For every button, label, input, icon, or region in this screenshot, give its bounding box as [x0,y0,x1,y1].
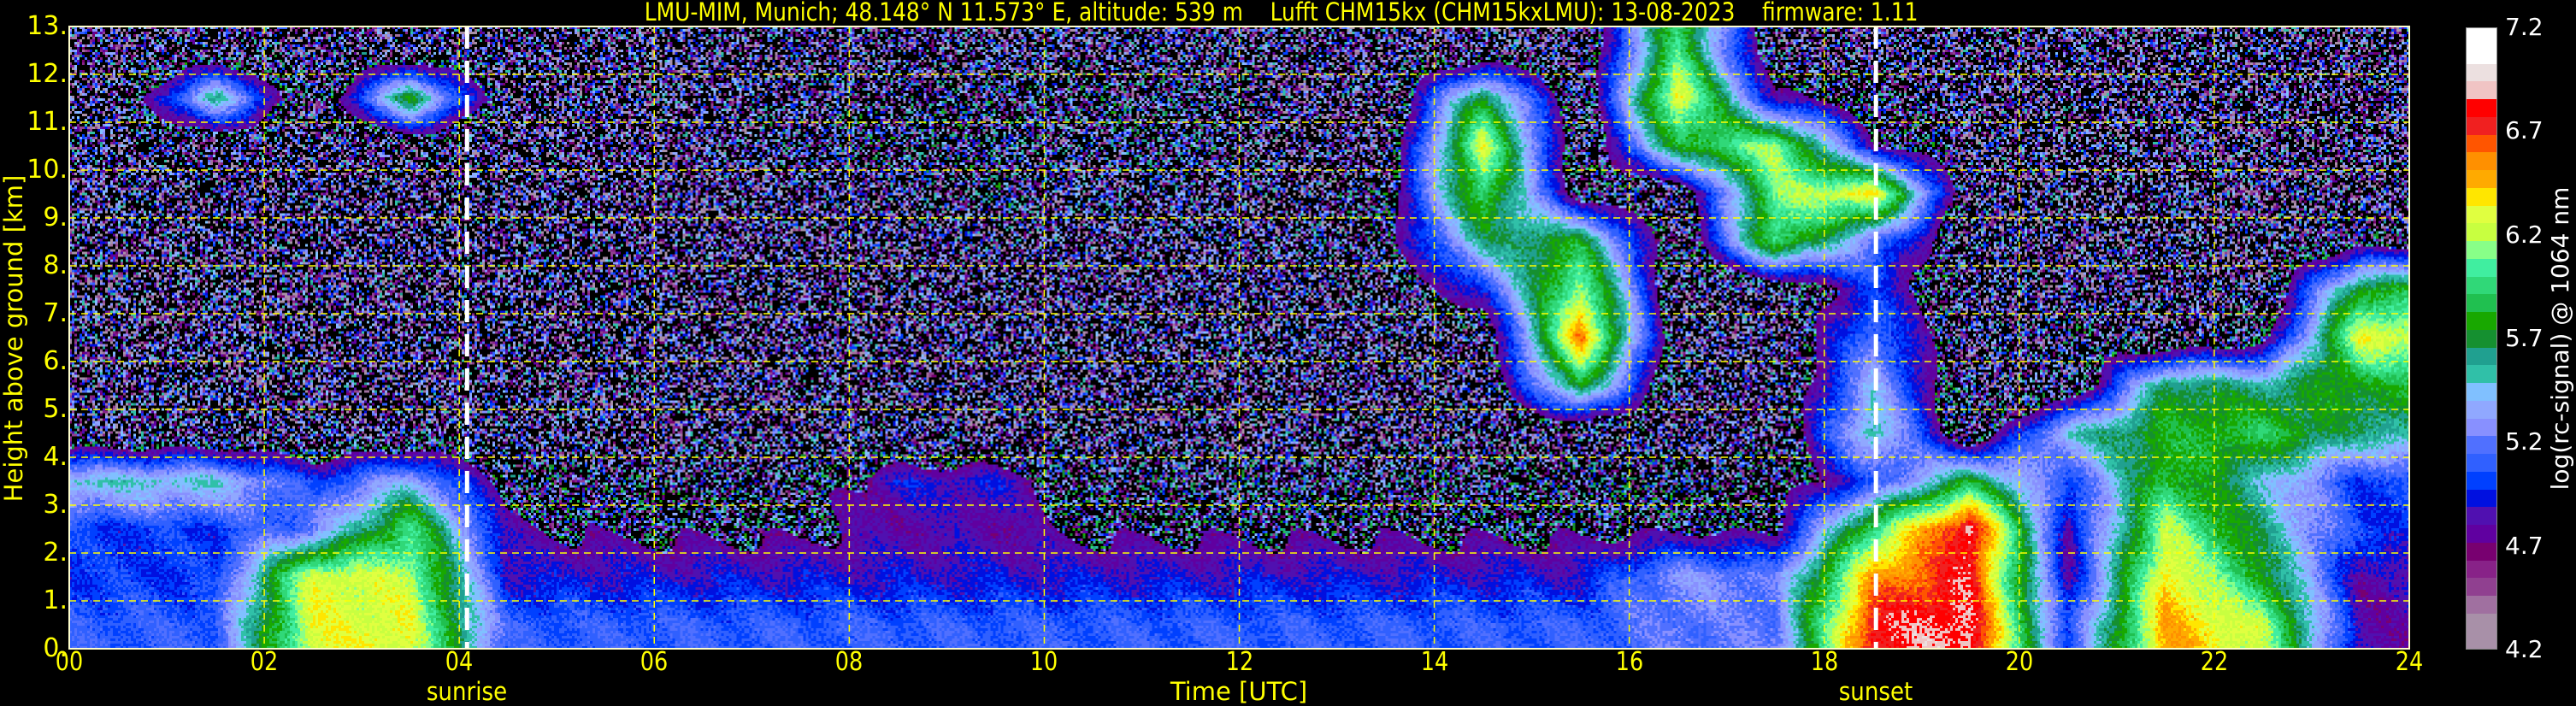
colorbar-segment [2467,418,2496,437]
y-tick-label: 11. [27,107,68,137]
y-tick-label: 0. [43,633,68,663]
colorbar-segment [2467,170,2496,188]
colorbar-tick-label: 4.2 [2505,635,2544,663]
x-tick-label: 18 [1810,647,1838,677]
colorbar-segment [2467,365,2496,383]
colorbar-segment [2467,347,2496,366]
colorbar-segment [2467,276,2496,295]
x-tick-label: 08 [835,647,864,677]
x-tick-label: 14 [1420,647,1448,677]
colorbar-segment [2467,223,2496,241]
colorbar-segment [2467,542,2496,561]
y-tick-label: 6. [43,346,68,376]
colorbar-tick-label: 5.2 [2505,427,2544,456]
y-axis-label: Height above ground [km] [0,174,28,503]
colorbar-segment [2467,116,2496,135]
colorbar-segment [2467,294,2496,312]
colorbar-segment [2467,525,2496,543]
colorbar-segment [2467,400,2496,419]
colorbar-segment [2467,45,2496,64]
colorbar-tick-label: 6.2 [2505,220,2544,249]
x-tick-label: 00 [55,647,84,677]
x-tick-label: 20 [2005,647,2034,677]
colorbar-segment [2467,205,2496,224]
plot-area [68,26,2410,650]
colorbar-segment [2467,329,2496,348]
colorbar-segment [2467,383,2496,401]
x-tick-label: 04 [445,647,474,677]
y-tick-label: 7. [43,298,68,328]
y-tick-label: 12. [27,59,68,89]
colorbar-segment [2467,241,2496,259]
y-tick-label: 3. [43,490,68,520]
x-tick-label: 10 [1030,647,1058,677]
colorbar-segment [2467,187,2496,206]
colorbar-segment [2467,507,2496,525]
colorbar-segment [2467,560,2496,579]
sunrise-label: sunrise [427,677,508,706]
y-tick-label: 2. [43,538,68,568]
colorbar-segment [2467,63,2496,82]
x-tick-label: 22 [2200,647,2229,677]
plot-frame [68,26,2410,650]
y-tick-label: 4. [43,442,68,472]
y-tick-label: 8. [43,250,68,280]
x-tick-label: 16 [1615,647,1643,677]
colorbar-segment [2467,134,2496,153]
x-tick-label: 12 [1225,647,1253,677]
colorbar-segment [2467,436,2496,454]
colorbar-label: log(rc-signal) @ 1064 nm [2546,186,2574,491]
colorbar-tick-label: 4.7 [2505,531,2544,560]
x-tick-label: 06 [640,647,669,677]
colorbar-segment [2467,596,2496,614]
colorbar-segment [2467,81,2496,99]
colorbar-segment [2467,454,2496,472]
chart-title: LMU-MIM, Munich; 48.148° N 11.573° E, al… [644,0,1919,26]
y-tick-label: 5. [43,394,68,424]
sunset-label: sunset [1838,677,1913,706]
colorbar-segment [2467,489,2496,508]
colorbar-segment [2467,578,2496,596]
colorbar [2466,27,2497,650]
y-tick-label: 10. [27,155,68,185]
colorbar-segment [2467,99,2496,117]
colorbar-segment [2467,258,2496,277]
y-tick-label: 13. [27,11,68,41]
colorbar-segment [2467,631,2496,650]
plot-overlay [68,26,2410,650]
y-tick-label: 9. [43,203,68,232]
x-tick-label: 02 [250,647,279,677]
x-axis-label: Time [UTC] [1170,677,1308,706]
colorbar-tick-label: 5.7 [2505,324,2544,352]
colorbar-segment [2467,471,2496,490]
colorbar-segment [2467,312,2496,330]
colorbar-segment [2467,28,2496,46]
colorbar-segment [2467,152,2496,170]
colorbar-tick-label: 6.7 [2505,116,2544,145]
colorbar-segment [2467,613,2496,632]
colorbar-tick-label: 7.2 [2505,13,2544,41]
y-tick-label: 1. [43,585,68,615]
x-tick-label: 24 [2395,647,2424,677]
